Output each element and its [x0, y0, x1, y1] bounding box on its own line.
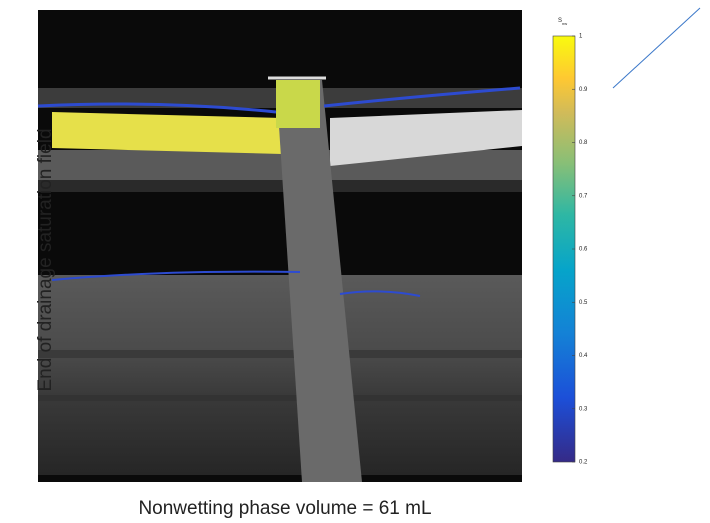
colorbar-tick-label: 0.2: [579, 460, 588, 466]
colorbar-tick-label: 0.6: [579, 247, 588, 253]
colorbar: [552, 35, 576, 463]
colorbar-tick-label: 0.5: [579, 300, 588, 306]
colorbar-title-main: S: [558, 18, 562, 24]
colorbar-tick-label: 0.3: [579, 406, 588, 412]
colorbar-tick-label: 0.9: [579, 87, 588, 93]
colorbar-tick-label: 1: [579, 34, 583, 40]
colorbar-title: Snw: [558, 18, 567, 26]
caption: Nonwetting phase volume = 61 mL: [138, 498, 431, 519]
colorbar-title-sub: nw: [562, 21, 567, 26]
colorbar-tick-label: 0.8: [579, 140, 588, 146]
colorbar-tick-label: 0.7: [579, 193, 588, 199]
y-axis-label: End of drainage saturation field: [35, 128, 56, 391]
colorbar-tick-label: 0.4: [579, 353, 588, 359]
sample-image: [37, 10, 522, 482]
annotation-line: [612, 7, 701, 89]
